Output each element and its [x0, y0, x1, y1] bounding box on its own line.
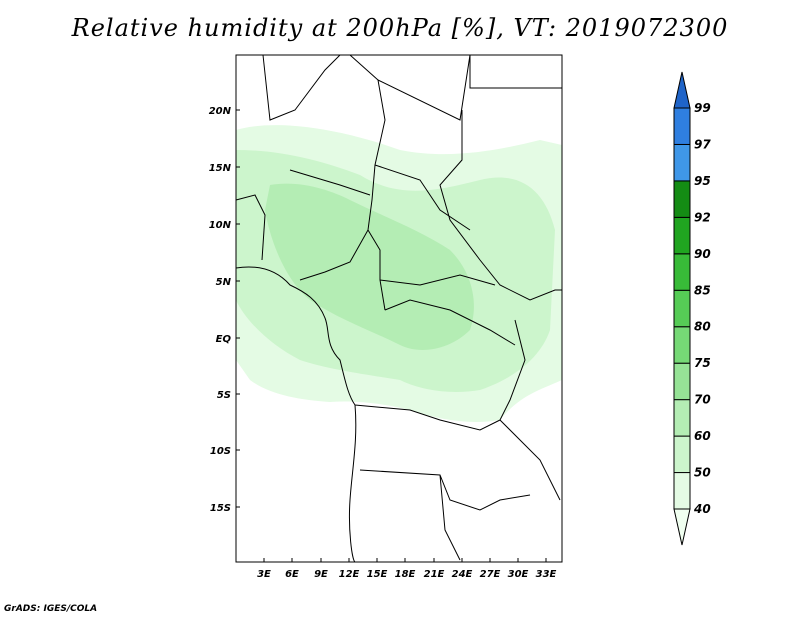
lon-label: 6E [285, 569, 299, 580]
country-borders [235, 54, 562, 563]
colorbar-label: 95 [694, 174, 711, 188]
lon-label: 18E [395, 569, 416, 580]
colorbar-label: 97 [694, 137, 711, 151]
lon-label: 30E [508, 569, 529, 580]
credit-text: GrADS: IGES/COLA [4, 604, 98, 614]
lon-label: 33E [536, 569, 557, 580]
lon-label: 21E [424, 569, 445, 580]
colorbar-label: 80 [694, 320, 711, 334]
lon-label: 9E [314, 569, 328, 580]
lon-label: 27E [480, 569, 501, 580]
lat-label: 10S [210, 446, 231, 457]
map-frame [235, 54, 563, 563]
lat-label: EQ [216, 334, 232, 345]
colorbar-segment [673, 107, 691, 145]
lat-label: 15S [210, 503, 231, 514]
colorbar-label: 99 [694, 101, 711, 115]
lon-label: 3E [257, 569, 271, 580]
colorbar-label: 50 [694, 466, 711, 480]
colorbar-segment [673, 472, 691, 510]
colorbar-label: 40 [693, 502, 711, 516]
colorbar-segment [673, 435, 691, 474]
colorbar-segment [673, 143, 691, 182]
lon-label: 15E [367, 569, 388, 580]
colorbar-label: 70 [694, 393, 711, 407]
colorbar-label: 85 [694, 283, 711, 297]
lon-label: 24E [452, 569, 473, 580]
colorbar-label: 60 [694, 429, 711, 443]
colorbar-segment [673, 180, 691, 218]
lat-label: 10N [209, 220, 232, 231]
colorbar-label: 75 [694, 356, 711, 370]
lat-label: 15N [209, 163, 232, 174]
lon-label: 12E [339, 569, 360, 580]
humidity-field-core [265, 183, 474, 350]
lat-label: 5N [216, 277, 232, 288]
coastline [235, 266, 357, 563]
latitude-labels: 20N 15N 10N 5N EQ 5S 10S 15S [209, 106, 232, 514]
humidity-shading [236, 125, 562, 422]
colorbar-segment [673, 253, 691, 291]
colorbar-segment [673, 326, 691, 364]
colorbar-label: 92 [694, 210, 711, 224]
colorbar-segment [673, 289, 691, 328]
axis-ticks [236, 109, 547, 562]
colorbar-label: 90 [694, 247, 711, 261]
chart-title: Relative humidity at 200hPa [%], VT: 201… [71, 14, 729, 42]
lat-label: 20N [209, 106, 232, 117]
colorbar-segment [673, 362, 691, 401]
colorbar-segment [673, 216, 691, 255]
colorbar-min-arrow [673, 508, 691, 546]
colorbar-max-arrow [673, 71, 691, 109]
lat-label: 5S [217, 390, 231, 401]
longitude-labels: 3E 6E 9E 12E 15E 18E 21E 24E 27E 30E 33E [257, 569, 556, 580]
colorbar-segment [673, 399, 691, 437]
colorbar: 40 50 60 70 75 80 85 90 92 95 97 99 [673, 71, 711, 546]
border-lines [235, 54, 562, 561]
